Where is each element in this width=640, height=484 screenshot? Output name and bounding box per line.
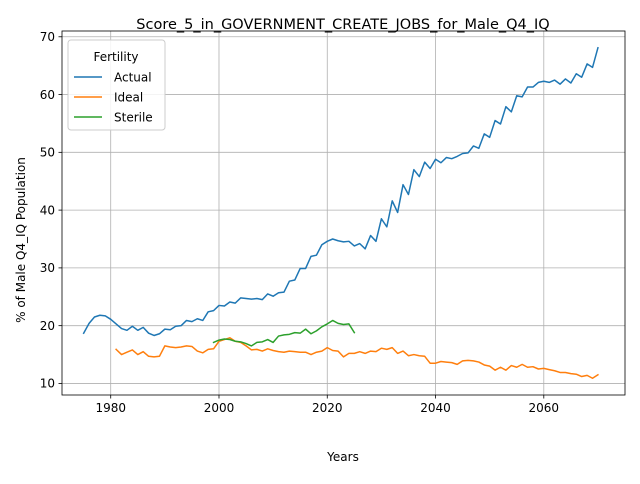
legend-label-ideal: Ideal bbox=[114, 90, 143, 104]
gridlines bbox=[62, 31, 625, 395]
y-tick-label: 50 bbox=[40, 146, 55, 160]
legend-box bbox=[67, 39, 166, 131]
y-axis: 10 20 30 40 50 60 70 bbox=[40, 30, 62, 391]
y-tick-label: 10 bbox=[40, 377, 55, 391]
y-axis-label: % of Male Q4_IQ Population bbox=[14, 157, 28, 323]
y-tick-label: 60 bbox=[40, 88, 55, 102]
x-tick-label: 2000 bbox=[204, 401, 235, 415]
legend-title: Fertility bbox=[93, 50, 138, 64]
legend-label-actual: Actual bbox=[114, 70, 152, 84]
x-tick-label: 2060 bbox=[529, 401, 560, 415]
chart-title: Score_5_in_GOVERNMENT_CREATE_JOBS_for_Ma… bbox=[136, 17, 549, 33]
x-axis-label: Years bbox=[326, 450, 359, 464]
x-tick-label: 2040 bbox=[420, 401, 451, 415]
legend: Fertility Actual Ideal Sterile bbox=[67, 39, 166, 131]
x-tick-label: 2020 bbox=[312, 401, 343, 415]
series-line-sterile bbox=[212, 319, 356, 347]
plot-area bbox=[61, 30, 626, 396]
y-tick-label: 20 bbox=[40, 319, 55, 333]
x-tick-label: 1980 bbox=[95, 401, 126, 415]
series-layer bbox=[82, 46, 599, 379]
y-tick-label: 40 bbox=[40, 203, 55, 217]
y-tick-label: 30 bbox=[40, 261, 55, 275]
series-line-actual bbox=[82, 46, 599, 337]
y-tick-label: 70 bbox=[40, 30, 55, 44]
series-line-ideal bbox=[115, 337, 599, 379]
legend-label-sterile: Sterile bbox=[114, 110, 153, 124]
x-axis: 1980 2000 2020 2040 2060 bbox=[95, 395, 559, 415]
